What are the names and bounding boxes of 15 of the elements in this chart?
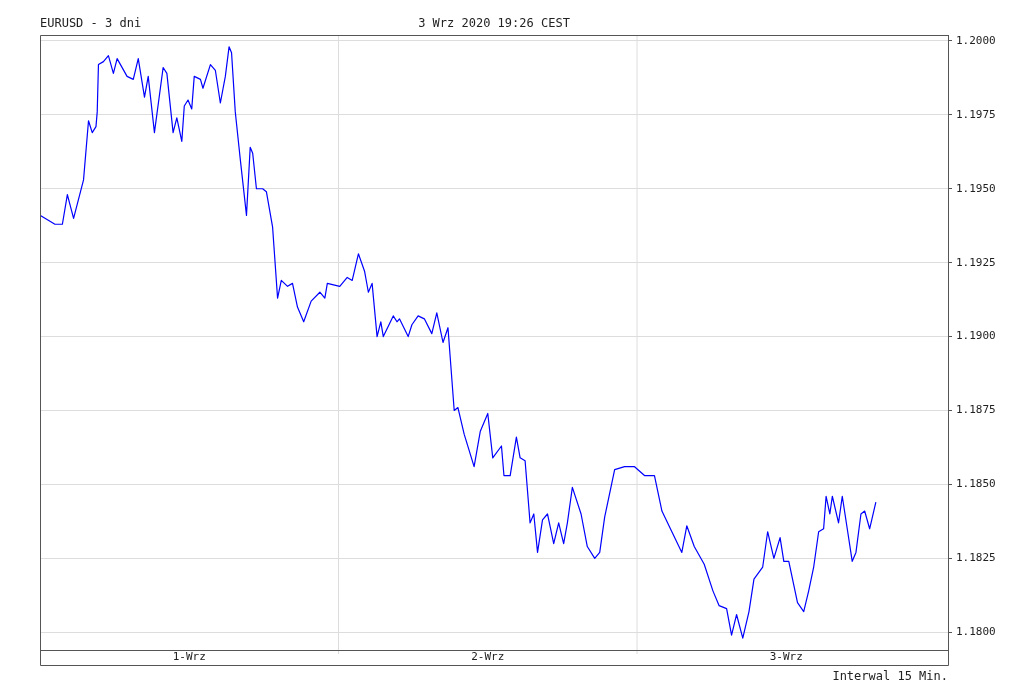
text: Interwal 15 Min.	[832, 669, 948, 683]
chart-title: EURUSD - 3 dni	[40, 16, 142, 30]
y-tick-label: 1.1950	[956, 181, 996, 195]
y-tick-label: 1.1800	[956, 625, 996, 639]
y-tick-label: 1.1825	[956, 551, 996, 565]
y-tick-label: 1.1900	[956, 329, 996, 343]
y-tick-label: 1.2000	[956, 33, 996, 47]
chart-subtitle: 3 Wrz 2020 19:26 CEST	[418, 16, 570, 30]
y-tick-label: 1.1850	[956, 477, 996, 491]
x-tick-label: 3-Wrz	[769, 650, 803, 664]
x-tick-label: 2-Wrz	[471, 650, 505, 664]
x-tick-label: 1-Wrz	[172, 650, 206, 664]
y-tick-label: 1.1875	[956, 403, 996, 417]
y-tick-label: 1.1975	[956, 107, 996, 121]
y-tick-label: 1.1925	[956, 255, 996, 269]
